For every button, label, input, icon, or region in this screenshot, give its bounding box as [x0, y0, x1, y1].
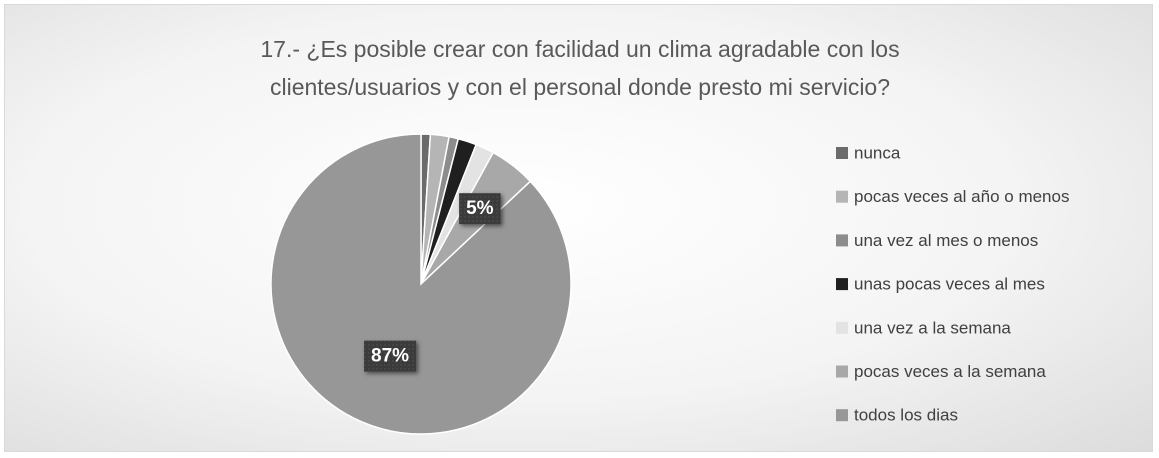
- legend-swatch: [836, 190, 848, 203]
- data-label: 5%: [466, 198, 494, 219]
- pie-slice: [270, 133, 572, 435]
- chart-title: 17.- ¿Es posible crear con facilidad un …: [260, 36, 900, 100]
- data-label-box: [364, 340, 417, 372]
- legend-swatch: [836, 409, 848, 422]
- legend-label: nunca: [854, 143, 901, 162]
- legend-swatch: [836, 147, 848, 159]
- legend-swatch: [836, 321, 848, 334]
- legend-label: unas pocas veces al mes: [854, 275, 1045, 294]
- legend-swatch: [836, 234, 848, 247]
- legend-label: pocas veces al año o menos: [854, 187, 1069, 206]
- legend-swatch: [836, 365, 848, 378]
- chart-area: [4, 4, 1153, 452]
- legend-label: pocas veces a la semana: [854, 362, 1046, 381]
- legend-label: todos los dias: [854, 406, 958, 425]
- legend-label: una vez a la semana: [854, 318, 1011, 337]
- data-label: 87%: [371, 346, 409, 367]
- legend-label: una vez al mes o menos: [854, 231, 1038, 250]
- data-label-box: [459, 193, 501, 225]
- legend-swatch: [836, 278, 848, 291]
